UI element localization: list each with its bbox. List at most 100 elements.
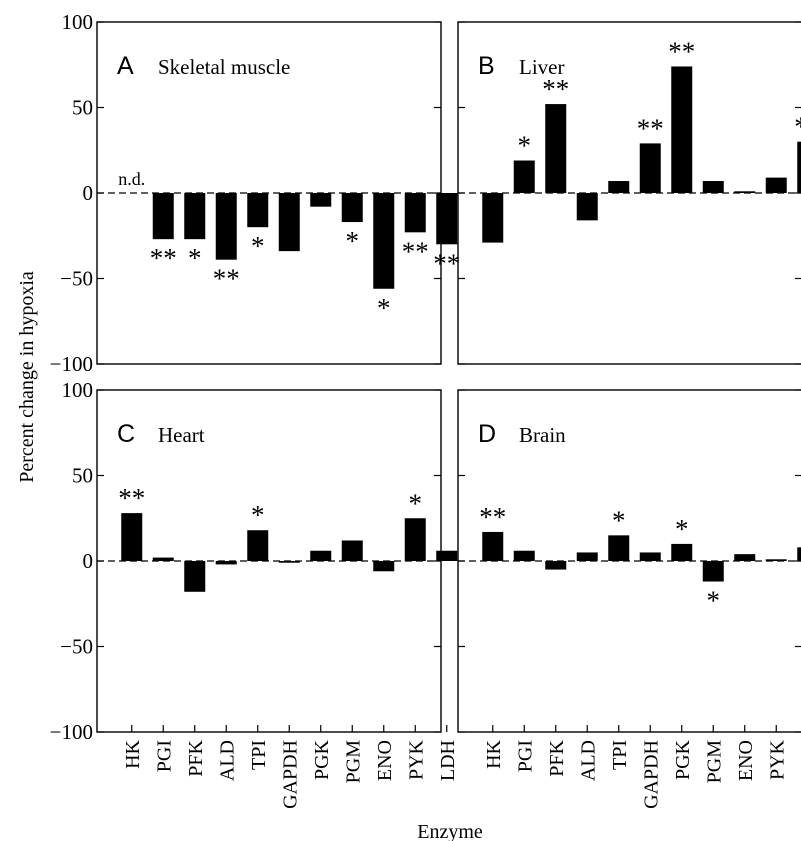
bar-panel-b-ldh [797, 141, 801, 193]
bar-panel-b-ald [576, 193, 598, 221]
ytick-label: 0 [83, 181, 94, 205]
bar-panel-c-pgk [310, 550, 332, 561]
panel-c-letter: C [117, 420, 135, 448]
significance-marker: ** [433, 248, 460, 278]
category-label: ENO [374, 740, 396, 781]
panel-d-letter: D [478, 420, 496, 448]
significance-marker: ** [794, 112, 801, 142]
significance-marker: * [377, 293, 391, 323]
significance-marker: * [188, 243, 202, 273]
category-label: ALD [216, 740, 238, 781]
bar-panel-d-ald [576, 552, 598, 561]
bar-panel-d-eno [734, 554, 756, 561]
bar-panel-d-gapdh [639, 552, 661, 561]
significance-marker: * [518, 131, 532, 161]
bar-panel-b-pgi [513, 160, 535, 193]
category-label: ALD [577, 740, 599, 781]
category-label: PFK [185, 739, 207, 776]
category-label: TPI [609, 740, 631, 770]
bar-panel-c-tpi [247, 530, 269, 561]
bar-panel-c-gapdh [278, 561, 300, 563]
bar-panel-c-hk [121, 513, 143, 561]
ytick-label: −50 [60, 635, 93, 659]
bar-panel-a-gapdh [278, 193, 300, 252]
bar-panel-d-pgm [702, 561, 724, 582]
panel-a-letter: A [117, 52, 134, 80]
bar-panel-b-hk [482, 193, 504, 243]
category-label: GAPDH [279, 740, 301, 809]
category-label: PGK [672, 739, 694, 780]
category-label: TPI [248, 740, 270, 770]
significance-marker: ** [637, 113, 664, 143]
significance-marker: * [251, 500, 265, 530]
category-label: ENO [735, 740, 757, 781]
panel-b-letter: B [478, 52, 495, 80]
bar-panel-c-ald [215, 561, 237, 565]
panel-d-title: Brain [519, 423, 566, 447]
category-label: GAPDH [640, 740, 662, 809]
bar-panel-d-pyk [765, 559, 787, 561]
panel-a-title: Skeletal muscle [158, 55, 290, 79]
significance-marker: ** [150, 243, 177, 273]
category-label: PGM [703, 740, 725, 784]
bar-panel-a-pfk [184, 193, 206, 240]
bar-panel-b-eno [734, 191, 756, 193]
bar-panel-d-ldh [797, 547, 801, 561]
category-label: PYK [766, 739, 788, 780]
bar-panel-b-gapdh [639, 143, 661, 193]
bar-panel-d-tpi [608, 535, 630, 561]
bar-panel-b-tpi [608, 181, 630, 193]
category-label: LDH [437, 740, 459, 781]
bar-panel-a-pgm [341, 193, 363, 223]
bar-panel-b-pfk [545, 104, 567, 193]
significance-marker: * [612, 505, 626, 535]
ytick-label: 100 [62, 10, 94, 34]
significance-marker: ** [479, 502, 506, 532]
category-label: PGI [153, 740, 175, 772]
category-label: HK [122, 739, 144, 768]
ytick-label: 50 [72, 96, 93, 120]
ytick-label: 50 [72, 464, 93, 488]
bar-panel-c-ldh [436, 550, 458, 561]
significance-marker: ** [668, 36, 695, 66]
bar-panel-d-pfk [545, 561, 567, 570]
significance-marker: * [251, 231, 265, 261]
ytick-label: −100 [50, 352, 93, 376]
ytick-label: 100 [62, 378, 94, 402]
bar-panel-a-ldh [436, 193, 458, 245]
bar-panel-d-pgi [513, 550, 535, 561]
bar-panel-c-pyk [404, 518, 426, 561]
ytick-label: 0 [83, 549, 94, 573]
annotation-note: n.d. [118, 169, 145, 189]
category-label: PGI [514, 740, 536, 772]
category-label: HK [483, 739, 505, 768]
significance-marker: ** [118, 483, 145, 513]
significance-marker: * [707, 586, 721, 616]
bar-panel-c-pgi [152, 557, 174, 561]
category-label: PFK [546, 739, 568, 776]
x-axis-title: Enzyme [417, 821, 483, 841]
ytick-label: −100 [50, 720, 93, 744]
significance-marker: ** [542, 74, 569, 104]
bar-panel-c-eno [373, 561, 395, 572]
bar-panel-a-pgk [310, 193, 332, 207]
category-label: PYK [405, 739, 427, 780]
bar-panel-c-pgm [341, 540, 363, 561]
panel-c-title: Heart [158, 423, 205, 447]
ytick-label: −50 [60, 267, 93, 291]
bar-panel-a-pyk [404, 193, 426, 233]
bar-panel-c-pfk [184, 561, 206, 592]
bar-panel-d-pgk [671, 543, 693, 561]
bar-panel-b-pyk [765, 177, 787, 193]
category-label: LDH [798, 740, 801, 781]
significance-marker: * [409, 488, 423, 518]
bar-panel-a-eno [373, 193, 395, 289]
significance-marker: * [346, 226, 360, 256]
significance-marker: ** [213, 264, 240, 294]
category-label: PGK [311, 739, 333, 780]
panel-b-title: Liver [519, 55, 564, 79]
bar-panel-a-ald [215, 193, 237, 260]
significance-marker: * [675, 514, 689, 544]
bar-panel-b-pgk [671, 66, 693, 193]
